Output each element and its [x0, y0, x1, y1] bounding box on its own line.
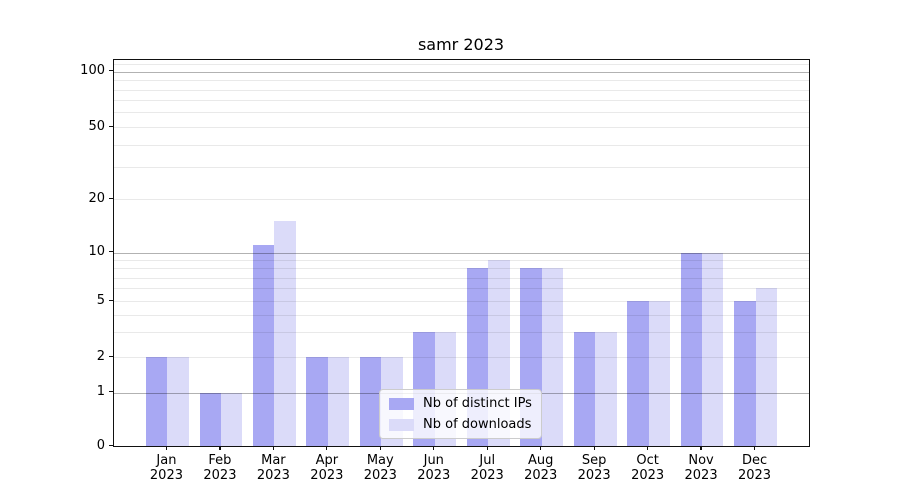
bar-distinct-ips	[680, 252, 703, 446]
bar-downloads	[327, 357, 350, 446]
gridline-minor	[114, 277, 809, 279]
bar-downloads	[595, 332, 617, 446]
gridline-minor	[114, 332, 809, 334]
x-tick-label: Jun 2023	[417, 453, 451, 483]
y-tick-mark	[108, 299, 113, 301]
y-tick-label: 2	[96, 348, 105, 364]
gridline-minor	[114, 144, 809, 146]
y-tick-mark	[108, 70, 113, 72]
x-tick-mark	[433, 446, 435, 451]
gridline-minor	[114, 288, 809, 290]
bar-downloads	[648, 301, 670, 446]
legend-swatch	[389, 418, 414, 431]
x-tick-label: Dec 2023	[737, 453, 772, 483]
y-tick-label: 5	[96, 292, 105, 308]
legend-item: Nb of downloads	[389, 416, 532, 433]
x-tick-mark	[700, 446, 702, 451]
x-tick-label: May 2023	[363, 453, 397, 483]
gridline-minor	[114, 199, 809, 201]
y-tick-mark	[108, 444, 113, 446]
bar-distinct-ips	[306, 357, 328, 446]
bar-distinct-ips	[627, 301, 649, 446]
legend-label: Nb of downloads	[423, 417, 532, 432]
legend-item: Nb of distinct IPs	[389, 395, 532, 412]
y-tick-label: 0	[96, 437, 105, 453]
gridline-minor	[114, 314, 809, 316]
gridline-minor	[114, 260, 809, 262]
bar-distinct-ips	[573, 332, 596, 446]
bar-distinct-ips	[146, 357, 168, 446]
gridline-minor	[114, 80, 809, 82]
chart-title: samr 2023	[417, 35, 505, 54]
plot-area: Nb of distinct IPs Nb of downloads	[113, 59, 810, 447]
y-tick-label: 10	[88, 244, 105, 260]
bar-distinct-ips	[252, 245, 275, 446]
y-tick-label: 1	[96, 384, 105, 400]
bar-distinct-ips	[359, 357, 382, 446]
y-tick-mark	[108, 125, 113, 127]
bar-distinct-ips	[199, 392, 221, 446]
bar-downloads	[755, 288, 777, 446]
bar-downloads	[541, 268, 564, 446]
bar-downloads	[167, 357, 189, 446]
x-tick-mark	[540, 446, 542, 451]
x-tick-mark	[165, 446, 168, 451]
x-tick-mark	[646, 446, 649, 451]
y-tick-label: 20	[88, 190, 105, 206]
y-tick-mark	[108, 391, 113, 393]
legend: Nb of distinct IPs Nb of downloads	[379, 389, 542, 439]
bar-downloads	[702, 252, 724, 446]
x-tick-label: Feb 2023	[203, 453, 237, 483]
bar-downloads	[220, 392, 243, 446]
gridline-minor	[114, 127, 809, 128]
legend-label: Nb of distinct IPs	[423, 396, 532, 411]
gridline-major	[114, 71, 809, 73]
x-tick-mark	[593, 446, 595, 451]
gridline-minor	[114, 64, 809, 66]
gridline-minor	[114, 301, 809, 302]
x-tick-mark	[486, 446, 488, 451]
y-tick-mark	[108, 355, 113, 357]
y-tick-mark	[108, 251, 113, 253]
y-tick-label: 100	[80, 63, 105, 79]
x-tick-label: Sep 2023	[577, 453, 611, 483]
gridline-minor	[114, 112, 809, 114]
x-tick-mark	[272, 446, 275, 451]
gridline-minor	[114, 268, 809, 270]
bar-distinct-ips	[734, 301, 756, 446]
x-tick-mark	[379, 446, 381, 451]
legend-swatch	[389, 397, 414, 410]
x-tick-label: Mar 2023	[256, 453, 290, 483]
gridline-minor	[114, 167, 809, 169]
gridline-major	[114, 252, 809, 254]
y-tick-mark	[108, 197, 113, 200]
x-tick-mark	[753, 446, 756, 451]
x-tick-label: Nov 2023	[684, 453, 718, 483]
x-tick-mark	[219, 446, 221, 451]
y-tick-label: 50	[88, 118, 105, 134]
x-tick-label: Oct 2023	[631, 453, 665, 483]
gridline-minor	[114, 100, 809, 102]
x-tick-label: Apr 2023	[310, 453, 344, 483]
x-tick-label: Jul 2023	[470, 453, 504, 483]
x-tick-label: Jan 2023	[149, 453, 183, 483]
gridline-minor	[114, 89, 809, 91]
x-tick-mark	[326, 446, 328, 451]
x-tick-label: Aug 2023	[524, 453, 558, 483]
gridline-minor	[114, 357, 809, 358]
bar-downloads	[274, 221, 296, 446]
